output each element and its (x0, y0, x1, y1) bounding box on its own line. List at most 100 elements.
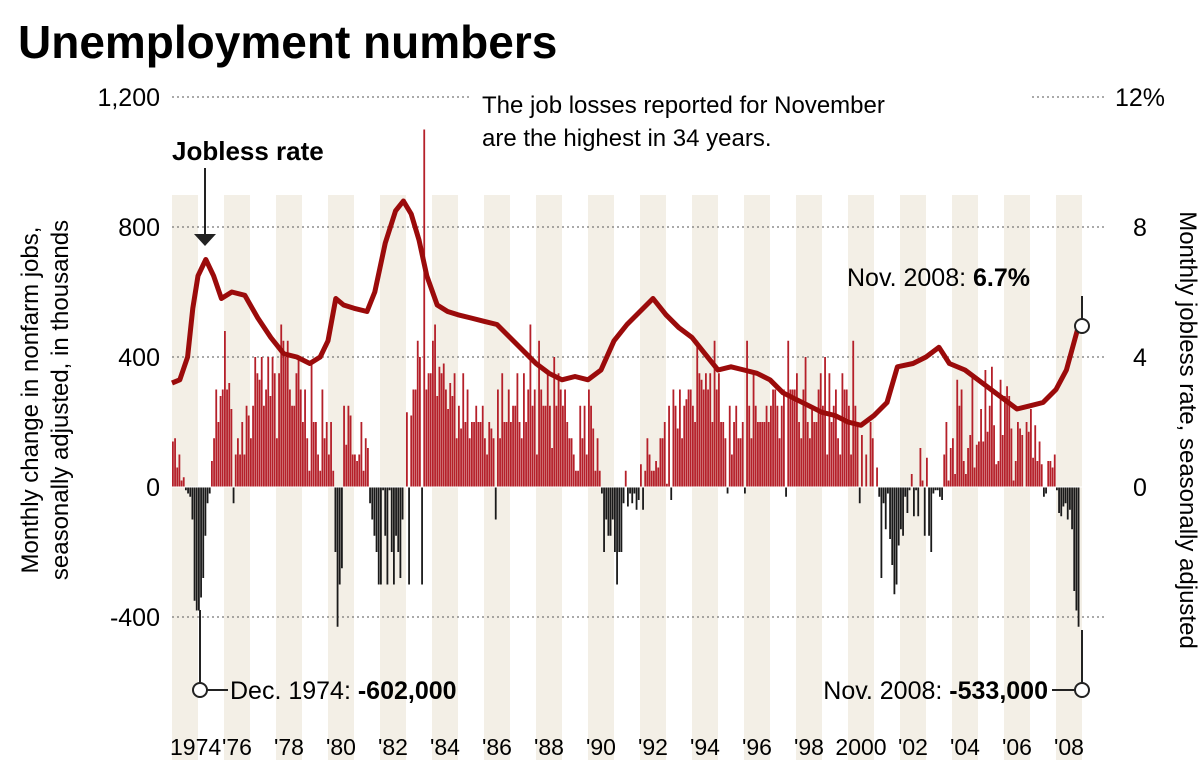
job-change-bar (1032, 457, 1034, 487)
job-change-bar (471, 422, 473, 487)
year-band (380, 195, 406, 760)
y-axis-left-title-2: seasonally adjusted, in thousands (47, 220, 74, 580)
y-tick-left: 800 (118, 214, 160, 242)
job-change-bar (1060, 487, 1063, 517)
dec1974-marker (192, 682, 208, 698)
job-change-bar (770, 405, 772, 487)
job-change-bar (343, 405, 345, 487)
job-change-bar (713, 340, 716, 487)
x-tick: 1974 (170, 734, 221, 760)
job-change-bar (644, 470, 647, 487)
job-change-bar (393, 487, 395, 585)
job-change-bar (384, 487, 387, 536)
job-change-bar (822, 405, 824, 487)
job-change-bar (711, 422, 714, 487)
job-change-bar (1010, 428, 1013, 487)
job-change-bar (564, 389, 566, 487)
job-change-bar (349, 415, 352, 487)
job-change-bar (559, 389, 562, 487)
job-change-bar (377, 487, 380, 585)
jobless-rate-label: Jobless rate (172, 136, 324, 166)
job-change-bar (609, 487, 612, 536)
job-change-bar (757, 422, 759, 487)
job-change-bar (672, 389, 675, 487)
x-tick: '86 (482, 734, 512, 760)
job-change-bar (204, 487, 207, 536)
job-change-bar (503, 422, 506, 487)
job-change-bar (921, 480, 924, 487)
job-change-bar (325, 422, 328, 487)
job-change-bar (809, 438, 811, 487)
job-change-bar (887, 487, 889, 494)
y-tick-right: 0 (1133, 474, 1147, 502)
job-change-bar (289, 389, 291, 487)
job-change-bar (772, 389, 774, 487)
x-tick: '88 (534, 734, 564, 760)
job-change-bar (731, 454, 733, 487)
job-change-bar (594, 470, 597, 487)
job-change-bar (221, 389, 224, 487)
x-tick: '76 (222, 734, 252, 760)
nov2008-jobs-marker (1074, 682, 1090, 698)
job-change-bar (178, 454, 181, 487)
job-change-bar (460, 428, 462, 487)
job-change-bar (728, 405, 731, 487)
job-change-bar (490, 428, 493, 487)
job-change-bar (650, 470, 653, 487)
job-change-bar (700, 379, 703, 487)
job-change-bar (538, 340, 540, 487)
job-change-bar (577, 470, 579, 487)
job-change-bar (278, 373, 280, 487)
job-change-bar (237, 438, 239, 487)
job-change-bar (824, 357, 826, 487)
job-change-bar (529, 324, 532, 487)
job-change-bar (412, 389, 415, 487)
job-change-bar (958, 405, 961, 487)
job-change-bar (611, 487, 614, 520)
job-change-bar (468, 438, 471, 487)
job-change-bar (1062, 487, 1065, 507)
job-change-bar (696, 340, 699, 487)
job-change-bar (499, 438, 501, 487)
job-change-bar (553, 357, 556, 487)
job-change-bar (954, 474, 956, 487)
job-change-bar (741, 422, 744, 487)
job-change-bar (282, 340, 285, 487)
job-change-bar (245, 405, 248, 487)
job-change-bar (399, 487, 402, 578)
job-change-bar (642, 487, 644, 510)
job-change-bar (189, 487, 192, 497)
job-change-bar (297, 357, 300, 487)
job-change-bar (889, 487, 891, 539)
y-axis-right-title: Monthly jobless rate, seasonally adjuste… (1174, 211, 1200, 649)
job-change-bar (737, 438, 740, 487)
job-change-bar (759, 422, 761, 487)
job-change-bar (939, 487, 941, 497)
job-change-bar (191, 487, 194, 520)
job-change-bar (624, 470, 627, 487)
nov2008-jobs-annotation: Nov. 2008: -533,000 (823, 677, 1048, 705)
job-change-bar (843, 389, 846, 487)
job-change-bar (800, 438, 803, 487)
job-change-bar (492, 438, 495, 487)
job-change-bar (917, 487, 920, 517)
job-change-bar (709, 373, 712, 487)
job-change-bar (299, 389, 302, 487)
x-tick: '08 (1054, 734, 1084, 760)
job-change-bar (880, 487, 883, 578)
job-change-bar (1036, 461, 1039, 487)
job-change-bar (1049, 461, 1052, 487)
job-change-bar (1075, 487, 1078, 611)
job-change-bar (726, 487, 729, 494)
job-change-bar (380, 487, 382, 585)
job-change-bar (536, 454, 538, 487)
job-change-bar (217, 422, 220, 487)
job-change-bar (718, 373, 720, 487)
job-change-bar (172, 441, 174, 487)
job-change-bar (219, 396, 222, 487)
job-change-bar (980, 409, 982, 487)
job-change-bar (878, 487, 881, 497)
job-change-bar (555, 405, 558, 487)
job-change-bar (200, 487, 202, 598)
job-change-bar (906, 487, 909, 513)
